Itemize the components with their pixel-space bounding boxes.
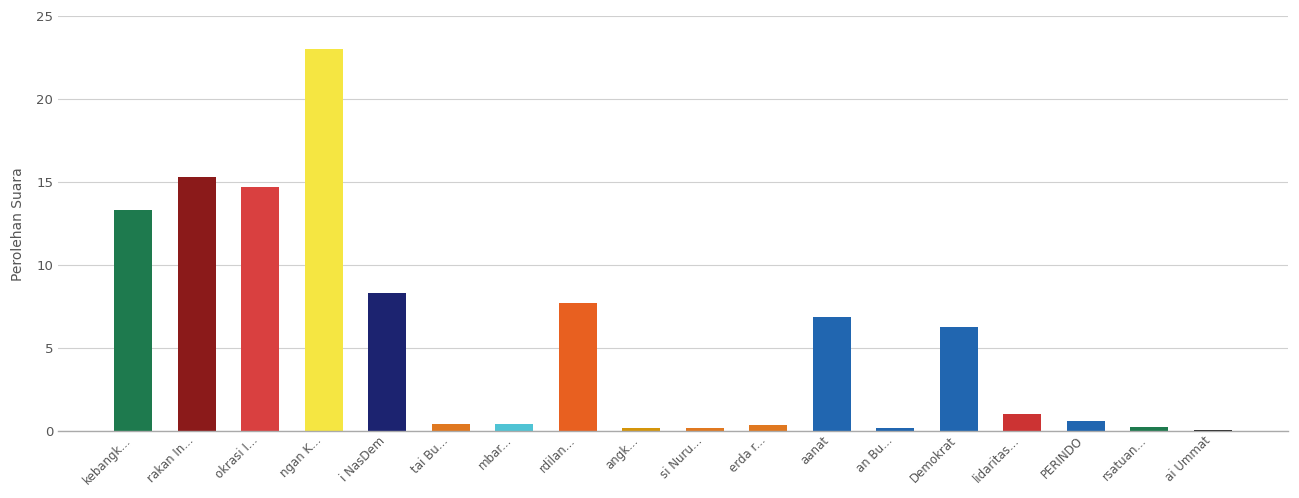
Bar <box>242 187 279 431</box>
Bar <box>1130 427 1169 431</box>
Bar <box>1194 430 1231 431</box>
Bar <box>559 303 596 431</box>
Bar <box>877 428 914 431</box>
Bar <box>686 428 724 431</box>
Bar <box>939 327 978 431</box>
Bar <box>304 49 343 431</box>
Bar <box>368 293 407 431</box>
Bar <box>1003 414 1042 431</box>
Bar <box>431 424 470 431</box>
Bar <box>813 317 851 431</box>
Bar <box>495 424 533 431</box>
Y-axis label: Perolehan Suara: Perolehan Suara <box>12 167 25 280</box>
Bar <box>178 177 216 431</box>
Bar <box>114 211 152 431</box>
Bar <box>1066 420 1105 431</box>
Bar <box>750 425 787 431</box>
Bar <box>622 428 660 431</box>
